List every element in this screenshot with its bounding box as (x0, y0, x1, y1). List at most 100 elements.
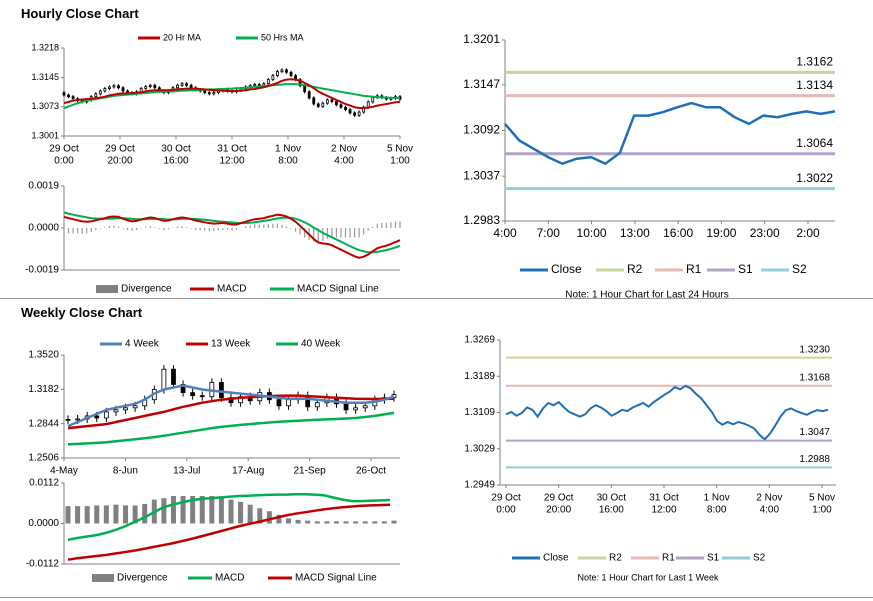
weekly-divergence-bar (190, 496, 196, 524)
hourly-price-candle-body (207, 92, 211, 95)
weekly-divergence-bar (103, 505, 109, 524)
weekly-price-candle-body (286, 399, 291, 407)
hourly-r1-label: 1.3134 (796, 78, 833, 92)
weekly-divergence-bar (113, 504, 119, 524)
hourly-pivots-y-tick-label: 1.3037 (463, 168, 500, 182)
legend-hourly-divergence-label: Divergence (121, 284, 172, 295)
weekly-close-line (505, 384, 829, 441)
weekly-pivots-x-tick-label: 5 Nov (809, 493, 835, 504)
weekly-pivots-x-tick-label: 0:00 (496, 505, 516, 516)
weekly-r2-label: 1.3230 (799, 344, 830, 355)
weekly-divergence-bar (314, 521, 320, 524)
weekly-price-candle-body (123, 407, 128, 411)
legend-hourly-macd-signal-label: MACD Signal Line (297, 284, 379, 295)
hourly-price-candle-body (348, 109, 352, 114)
hourly-price-candle-body (371, 97, 375, 103)
hourly-price-x-tick-label: 4:00 (334, 156, 354, 167)
hourly-price-candle-body (253, 84, 257, 87)
legend-hourly-pivot-r1-label: R1 (686, 262, 702, 276)
hourly-price-x-tick-label: 29 Oct (49, 144, 79, 155)
section-divider (0, 298, 873, 299)
weekly-divergence-bar (295, 519, 301, 524)
hourly-pivots-y-tick-label: 1.2983 (463, 213, 500, 227)
legend-20hr-ma-label: 20 Hr MA (163, 32, 201, 42)
weekly-13-week-line (67, 394, 395, 430)
hourly-price-candle-body (339, 104, 343, 108)
weekly-40-week-line (67, 411, 395, 446)
weekly-price-x-tick-label: 26-Oct (356, 466, 386, 477)
legend-weekly-macd-signal-label: MACD Signal Line (295, 573, 377, 584)
hourly-price-candle-body (185, 83, 188, 86)
hourly-price-candle-body (117, 85, 120, 89)
hourly-price-candle-body (203, 90, 207, 94)
hourly-pivots-x-tick-label: 2:00 (796, 226, 820, 240)
hourly-price-candle-body (62, 92, 66, 96)
legend-weekly-divergence-label: Divergence (117, 573, 168, 584)
hourly-pivots-note: Note: 1 Hour Chart for Last 24 Hours (565, 290, 728, 301)
weekly-price-candle-body (161, 368, 167, 390)
hourly-price-candle-body (312, 97, 316, 105)
hourly-price-x-tick-label: 2 Nov (331, 144, 357, 155)
weekly-divergence-bar (372, 521, 378, 524)
hourly-price-candle-body (121, 87, 125, 92)
weekly-divergence-bar (65, 506, 71, 524)
hourly-pivots-x-tick-label: 10:00 (577, 226, 607, 240)
hourly-price-candle-body (98, 90, 102, 95)
hourly-macd-y-tick-label: -0.0019 (25, 265, 59, 276)
weekly-pivots-note: Note: 1 Hour Chart for Last 1 Week (578, 572, 719, 582)
weekly-divergence-bar (123, 505, 129, 524)
weekly-r1-label: 1.3168 (799, 372, 830, 383)
hourly-price-candle-body (321, 102, 325, 107)
weekly-divergence-bar (391, 520, 397, 524)
legend-hourly-pivot-s1-label: S1 (738, 262, 753, 276)
weekly-divergence-bar (199, 496, 205, 524)
legend-weekly-pivot-close-label: Close (543, 553, 569, 564)
weekly-divergence-bar (247, 504, 253, 524)
hourly-50hr-ma-line (63, 83, 400, 109)
weekly-macd-y-tick-label: 0.0112 (29, 478, 59, 489)
hourly-price-candle-body (266, 79, 270, 85)
weekly-price-x-tick-label: 21-Sep (293, 466, 326, 477)
hourly-close-line (504, 101, 836, 166)
legend-hourly-pivot-close-label: Close (551, 262, 582, 276)
hourly-price-y-tick-label: 1.3145 (31, 72, 59, 82)
legend-hourly-divergence-swatch (96, 285, 118, 293)
weekly-divergence-bar (161, 498, 167, 524)
hourly-macd-y-tick-label: 0.0000 (28, 223, 59, 234)
weekly-price-candle-body (171, 368, 176, 385)
weekly-pivots-y-tick-label: 1.3109 (464, 407, 495, 418)
hourly-price-candle-body (71, 96, 75, 100)
weekly-divergence-bar (180, 496, 186, 524)
hourly-price-candle-body (212, 92, 216, 95)
hourly-price-y-tick-label: 1.3073 (31, 101, 59, 111)
hourly-price-y-tick-label: 1.3218 (31, 42, 59, 52)
weekly-divergence-bar (353, 521, 359, 524)
weekly-pivots-x-tick-label: 1 Nov (704, 493, 730, 504)
weekly-divergence-bar (218, 497, 224, 524)
weekly-divergence-bar (132, 505, 138, 524)
weekly-pivots-x-tick-label: 16:00 (599, 505, 624, 516)
hourly-price-x-tick-label: 1 Nov (275, 144, 301, 155)
hourly-price-x-tick-label: 20:00 (107, 156, 132, 167)
hourly-price-x-tick-label: 5 Nov (387, 144, 413, 155)
weekly-divergence-bar (343, 521, 349, 524)
weekly-s2-label: 1.2988 (799, 454, 830, 465)
hourly-price-candle-body (344, 106, 347, 111)
hourly-price-x-tick-label: 1:00 (390, 156, 410, 167)
weekly-price-candle-body (314, 402, 320, 408)
hourly-price-x-tick-label: 16:00 (163, 156, 188, 167)
hourly-price-candle-body (153, 84, 157, 89)
legend-50hrs-ma-label: 50 Hrs MA (261, 32, 304, 42)
hourly-pivots-y-tick-label: 1.3092 (463, 123, 500, 137)
legend-hourly-pivot-r2-label: R2 (627, 262, 643, 276)
weekly-macd-line (67, 492, 391, 542)
hourly-pivots-x-tick-label: 16:00 (663, 226, 693, 240)
weekly-divergence-bar (286, 518, 292, 524)
weekly-pivots-y-tick-label: 1.3269 (464, 335, 495, 346)
weekly-divergence-bar (324, 521, 330, 524)
weekly-price-candle-body (199, 395, 205, 398)
hourly-price-candle-body (325, 99, 329, 104)
weekly-pivots-y-tick-label: 1.3029 (464, 443, 495, 454)
hourly-20hr-ma-line (63, 78, 401, 109)
